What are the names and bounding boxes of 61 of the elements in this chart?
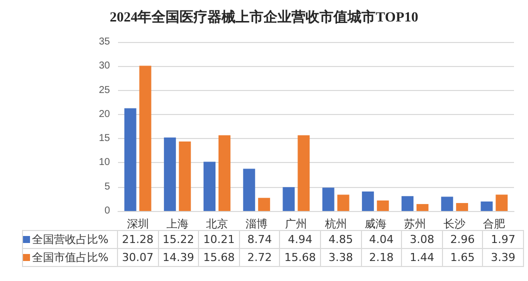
- bar: [204, 162, 216, 211]
- bar: [139, 66, 152, 211]
- x-tick-label: 合肥: [483, 218, 506, 230]
- x-tick-label: 苏州: [404, 218, 426, 230]
- bar: [164, 138, 176, 211]
- chart-title: 2024年全国医疗器械上市企业营收市值城市TOP10: [110, 8, 418, 26]
- x-tick-label: 长沙: [444, 218, 466, 230]
- data-label: 10.21: [198, 230, 240, 248]
- data-label: 1.44: [402, 248, 442, 266]
- bar: [480, 201, 493, 211]
- data-label: 30.07: [118, 248, 158, 266]
- bar: [416, 204, 428, 211]
- bar: [298, 135, 310, 211]
- x-tick-label: 北京: [206, 218, 228, 230]
- bar: [402, 196, 414, 211]
- x-tick-label: 广州: [285, 218, 308, 230]
- data-label: 14.39: [158, 248, 199, 266]
- x-tick-label: 深圳: [126, 218, 149, 230]
- y-tick-label: 0: [104, 206, 110, 216]
- legend-label: 全国营收占比%: [22, 230, 118, 248]
- data-label: 4.04: [361, 230, 402, 248]
- y-tick-label: 10: [98, 157, 110, 168]
- bar: [258, 198, 270, 211]
- data-label: 15.22: [158, 230, 199, 248]
- data-label: 2.72: [239, 248, 280, 266]
- bar: [496, 194, 508, 211]
- data-label: 2.96: [442, 230, 483, 248]
- bar: [243, 168, 256, 211]
- data-label: 4.94: [280, 230, 320, 248]
- x-tick-label: 淄博: [246, 218, 268, 230]
- data-label: 21.28: [118, 230, 158, 248]
- legend-label: 全国市值占比%: [22, 248, 118, 266]
- y-tick-label: 15: [98, 133, 110, 144]
- data-label: 8.74: [239, 230, 280, 248]
- data-label: 1.97: [482, 230, 524, 248]
- bar: [322, 188, 334, 211]
- bar: [441, 196, 454, 211]
- x-tick-label: 上海: [166, 218, 188, 230]
- bar: [456, 203, 468, 211]
- bar: [282, 187, 295, 211]
- x-tick-label: 威海: [364, 218, 386, 230]
- bar: [218, 135, 230, 211]
- data-label: 2.18: [361, 248, 402, 266]
- x-tick-label: 杭州: [324, 218, 347, 230]
- data-label: 3.39: [482, 248, 524, 266]
- bar: [124, 108, 136, 211]
- y-tick-label: 5: [104, 181, 110, 192]
- bar: [376, 200, 389, 211]
- y-tick-label: 30: [98, 60, 110, 72]
- y-tick-label: 25: [98, 84, 110, 96]
- bar: [337, 194, 350, 211]
- y-tick-label: 20: [98, 108, 110, 120]
- data-label: 15.68: [280, 248, 320, 266]
- data-label: 1.65: [442, 248, 483, 266]
- data-label: 15.68: [198, 248, 240, 266]
- data-label: 3.38: [320, 248, 362, 266]
- bar: [362, 191, 374, 211]
- data-label: 4.85: [320, 230, 362, 248]
- data-label: 3.08: [402, 230, 442, 248]
- y-tick-label: 35: [98, 36, 110, 48]
- bar: [178, 142, 191, 211]
